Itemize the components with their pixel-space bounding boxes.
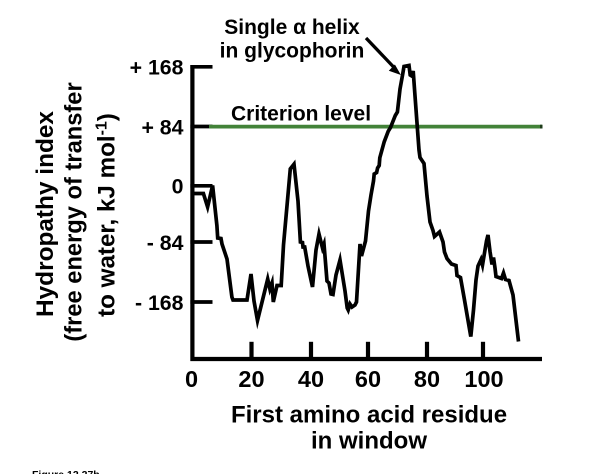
svg-text:+ 84: + 84 — [141, 115, 183, 139]
svg-text:in glycophorin: in glycophorin — [220, 40, 365, 63]
svg-text:Figure 12.27b: Figure 12.27b — [32, 469, 100, 474]
svg-text:(free energy of transfer: (free energy of transfer — [62, 82, 88, 341]
svg-text:to water, kJ mol-1): to water, kJ mol-1) — [94, 113, 121, 317]
svg-text:40: 40 — [298, 366, 324, 392]
svg-text:+ 168: + 168 — [130, 56, 184, 80]
svg-text:Criterion level: Criterion level — [231, 103, 371, 126]
svg-text:0: 0 — [185, 366, 198, 392]
svg-text:100: 100 — [464, 366, 503, 392]
svg-text:60: 60 — [355, 366, 381, 392]
svg-text:First amino acid residue: First amino acid residue — [231, 402, 507, 429]
svg-text:Hydropathy index: Hydropathy index — [32, 111, 59, 317]
svg-text:20: 20 — [238, 366, 264, 392]
svg-text:0: 0 — [172, 175, 184, 199]
svg-text:- 84: - 84 — [147, 231, 184, 255]
svg-text:Single α helix: Single α helix — [224, 16, 360, 39]
svg-text:in window: in window — [311, 428, 427, 455]
svg-text:- 168: - 168 — [135, 291, 184, 315]
svg-text:80: 80 — [414, 366, 440, 392]
